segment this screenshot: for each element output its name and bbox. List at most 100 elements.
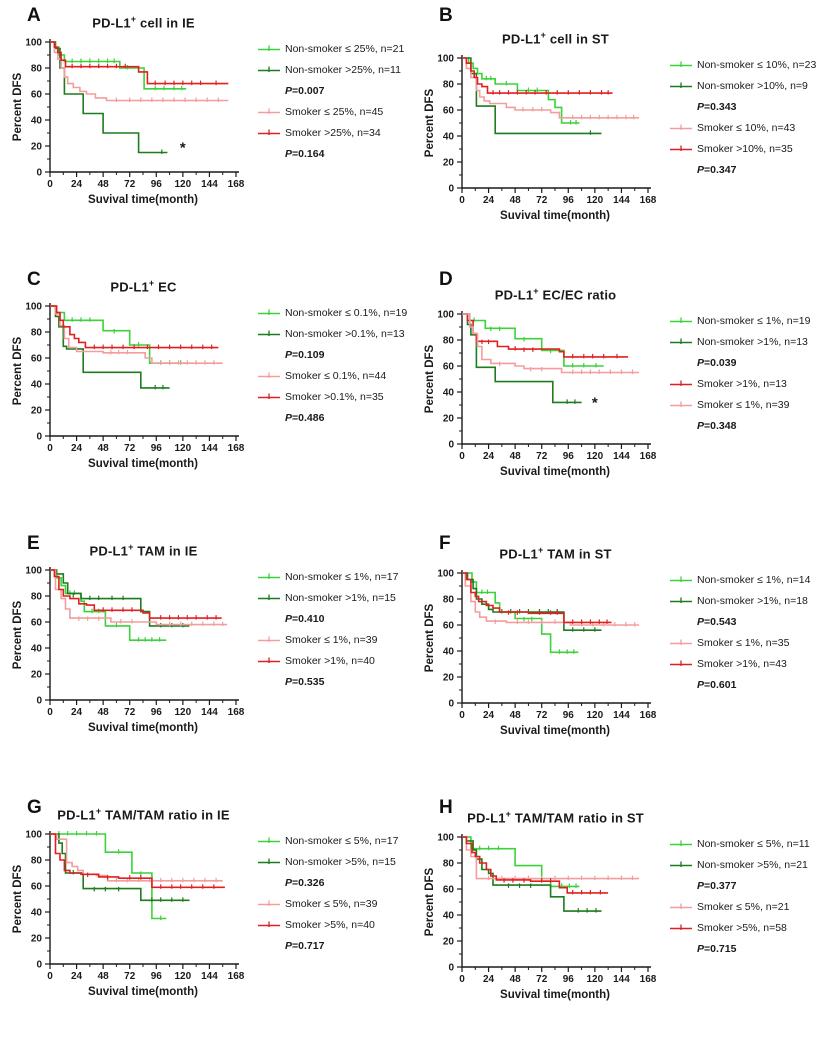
p-value: P =0.109 bbox=[285, 348, 325, 361]
x-tick-label: 96 bbox=[151, 179, 163, 190]
y-tick-label: 20 bbox=[443, 158, 455, 169]
x-axis-label: Suvival time(month) bbox=[500, 725, 610, 737]
y-tick-label: 20 bbox=[443, 937, 455, 948]
legend-item: Smoker >1%, n=43 bbox=[669, 653, 810, 674]
x-tick-label: 168 bbox=[640, 451, 657, 462]
axis bbox=[49, 567, 239, 702]
legend-item: Non-smoker >5%, n=21 bbox=[669, 854, 810, 875]
legend-label: Smoker ≤ 1%, n=39 bbox=[697, 398, 790, 411]
legend-label: Non-smoker ≤ 25%, n=21 bbox=[285, 42, 405, 55]
panel-letter: B bbox=[439, 5, 453, 26]
panel-title: PD-L1+ TAM in IE bbox=[89, 542, 198, 559]
x-axis-label: Suvival time(month) bbox=[88, 458, 198, 470]
series-line bbox=[462, 57, 602, 135]
legend-item: Smoker >5%, n=40 bbox=[257, 914, 398, 935]
legend-marker-icon bbox=[258, 657, 280, 663]
y-tick-label: 40 bbox=[31, 380, 43, 391]
y-tick-label: 100 bbox=[437, 569, 454, 580]
y-tick-label: 0 bbox=[448, 440, 454, 451]
legend-label: Non-smoker ≤ 1%, n=17 bbox=[285, 570, 399, 583]
panel-letter: E bbox=[27, 533, 40, 554]
y-tick-label: 80 bbox=[31, 328, 43, 339]
x-tick-label: 72 bbox=[124, 443, 136, 454]
x-tick-label: 24 bbox=[483, 451, 495, 462]
y-tick-label: 80 bbox=[443, 80, 455, 91]
series-line bbox=[50, 305, 219, 349]
legend-label: Non-smoker >1%, n=13 bbox=[697, 335, 808, 348]
p-value: P =0.039 bbox=[697, 356, 737, 369]
x-tick-label: 168 bbox=[228, 971, 245, 982]
legend-label: Non-smoker >0.1%, n=13 bbox=[285, 327, 405, 340]
x-tick-label: 72 bbox=[124, 707, 136, 718]
legend-item: Non-smoker >1%, n=13 bbox=[669, 331, 810, 352]
panel-E: E PD-L1+ TAM in IE 0 24 48 72 96 120 144 168 0 20… bbox=[0, 528, 412, 792]
y-tick-label: 100 bbox=[25, 38, 42, 49]
legend: Non-smoker ≤ 5%, n=11 Non-smoker >5%, n=2… bbox=[669, 809, 810, 1007]
legend-item: Non-smoker >25%, n=11 bbox=[257, 59, 404, 80]
x-tick-label: 96 bbox=[563, 974, 575, 985]
x-tick-label: 72 bbox=[124, 179, 136, 190]
legend-label: Non-smoker ≤ 10%, n=23 bbox=[697, 58, 817, 71]
y-axis-label: Percent DFS bbox=[424, 89, 436, 158]
km-plot: 0 24 48 72 96 120 144 168 0 20 40 60 80 100 Suvival ti… bbox=[12, 830, 245, 999]
x-tick-label: 72 bbox=[124, 971, 136, 982]
km-plot: 0 24 48 72 96 120 144 168 0 20 40 60 80 100 Suvival ti… bbox=[12, 566, 245, 735]
legend-marker-icon bbox=[258, 921, 280, 927]
series-line bbox=[50, 569, 228, 626]
x-tick-label: 48 bbox=[510, 195, 522, 206]
y-tick-label: 60 bbox=[443, 106, 455, 117]
legend: Non-smoker ≤ 0.1%, n=19 Non-smoker >0.1%,… bbox=[257, 278, 407, 476]
y-tick-label: 80 bbox=[443, 595, 455, 606]
y-tick-label: 100 bbox=[25, 830, 42, 841]
legend-item: Smoker >25%, n=34 bbox=[257, 122, 404, 143]
y-axis-label: Percent DFS bbox=[424, 345, 436, 414]
panel-title: PD-L1+ TAM/TAM ratio in IE bbox=[57, 806, 230, 823]
legend-item: Non-smoker >1%, n=15 bbox=[257, 587, 398, 608]
y-tick-label: 100 bbox=[437, 310, 454, 321]
legend-marker-icon bbox=[258, 129, 280, 135]
p-value: P =0.348 bbox=[697, 419, 737, 432]
legend-marker-icon bbox=[258, 573, 280, 579]
legend-marker-icon bbox=[258, 393, 280, 399]
legend-marker-icon bbox=[258, 900, 280, 906]
legend-item: Smoker >1%, n=40 bbox=[257, 650, 398, 671]
x-tick-label: 120 bbox=[587, 974, 604, 985]
axis bbox=[49, 831, 239, 966]
legend-marker-icon bbox=[258, 636, 280, 642]
legend-marker-icon bbox=[670, 840, 692, 846]
x-tick-label: 24 bbox=[483, 195, 495, 206]
x-tick-label: 144 bbox=[201, 179, 218, 190]
x-tick-label: 120 bbox=[175, 443, 192, 454]
legend: Non-smoker ≤ 1%, n=17 Non-smoker >1%, n=1… bbox=[257, 542, 398, 740]
legend-item: Smoker >5%, n=58 bbox=[669, 917, 810, 938]
series-line bbox=[462, 57, 580, 125]
x-tick-label: 168 bbox=[640, 195, 657, 206]
y-axis-label: Percent DFS bbox=[12, 601, 24, 670]
series-line bbox=[462, 57, 640, 119]
p-value: P =0.486 bbox=[285, 411, 325, 424]
y-tick-label: 80 bbox=[443, 859, 455, 870]
x-tick-label: 72 bbox=[536, 195, 548, 206]
panel-title: PD-L1+ TAM/TAM ratio in ST bbox=[467, 809, 644, 826]
y-tick-label: 60 bbox=[31, 354, 43, 365]
x-tick-label: 144 bbox=[201, 971, 218, 982]
panel-A: A PD-L1+ cell in IE 0 24 48 72 96 120 144 168 0 2… bbox=[0, 0, 412, 264]
x-tick-label: 72 bbox=[536, 451, 548, 462]
x-tick-label: 96 bbox=[151, 707, 163, 718]
series-line bbox=[50, 305, 223, 365]
legend-label: Non-smoker >1%, n=15 bbox=[285, 591, 396, 604]
x-tick-label: 144 bbox=[613, 710, 630, 721]
x-tick-label: 0 bbox=[47, 707, 53, 718]
x-tick-label: 48 bbox=[510, 451, 522, 462]
x-tick-label: 24 bbox=[71, 707, 83, 718]
p-value: P =0.535 bbox=[285, 675, 325, 688]
legend-marker-icon bbox=[258, 372, 280, 378]
x-tick-label: 168 bbox=[640, 974, 657, 985]
y-tick-label: 60 bbox=[31, 882, 43, 893]
x-tick-label: 120 bbox=[587, 451, 604, 462]
legend-item: Smoker ≤ 10%, n=43 bbox=[669, 117, 816, 138]
legend-item: Non-smoker >1%, n=18 bbox=[669, 590, 810, 611]
legend-item: Smoker >0.1%, n=35 bbox=[257, 386, 407, 407]
y-tick-label: 60 bbox=[31, 90, 43, 101]
